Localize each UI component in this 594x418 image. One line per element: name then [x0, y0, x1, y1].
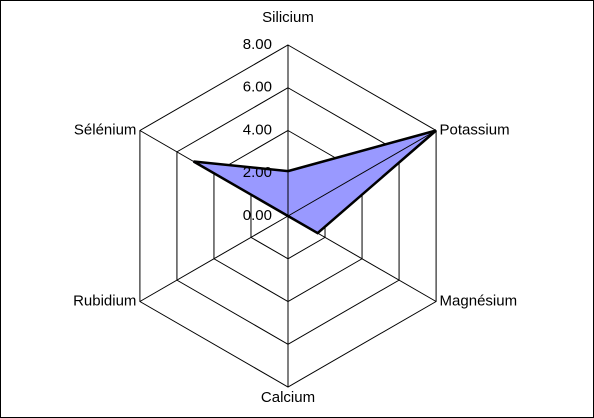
category-label: Rubidium — [73, 292, 136, 309]
category-label: Calcium — [261, 389, 315, 406]
axis-spoke — [139, 130, 289, 217]
axis-spoke — [287, 130, 437, 217]
axis-spoke — [287, 215, 437, 302]
y-tick-label: 2.00 — [243, 164, 272, 181]
y-tick-label: 0.00 — [243, 207, 272, 224]
category-label: Potassium — [440, 121, 510, 138]
y-tick-label: 8.00 — [243, 36, 272, 53]
category-label: Magnésium — [440, 292, 518, 309]
category-label: Silicium — [262, 9, 314, 26]
axis-spoke — [139, 215, 289, 302]
y-tick-label: 6.00 — [243, 79, 272, 96]
category-label: Sélénium — [74, 121, 137, 138]
y-tick-label: 4.00 — [243, 121, 272, 138]
